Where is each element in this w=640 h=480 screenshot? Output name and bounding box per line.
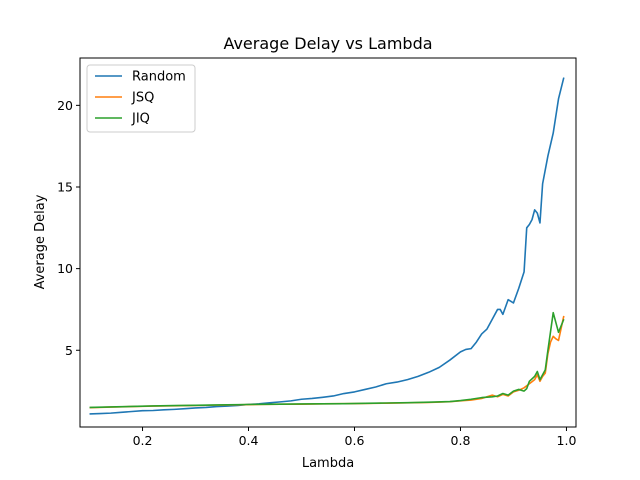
x-tick-label: 0.4 xyxy=(239,433,259,448)
x-tick-label: 0.6 xyxy=(345,433,365,448)
plot-frame xyxy=(79,57,577,428)
x-axis-title: Lambda xyxy=(302,456,354,471)
legend-box xyxy=(86,64,196,133)
legend-label-jsq: JSQ xyxy=(131,91,154,106)
plot-area xyxy=(89,77,565,415)
y-tick-label: 20 xyxy=(57,98,73,113)
legend: Random JSQ JIQ xyxy=(86,64,196,133)
y-axis-title: Average Delay xyxy=(33,194,48,289)
legend-label-jiq: JIQ xyxy=(131,112,150,127)
y-axis: 5 10 15 20 xyxy=(57,98,80,358)
legend-label-random: Random xyxy=(132,70,186,85)
x-tick-label: 1.0 xyxy=(557,433,577,448)
chart-title: Average Delay vs Lambda xyxy=(223,34,432,53)
x-tick-label: 0.2 xyxy=(133,433,153,448)
x-tick-label: 0.8 xyxy=(451,433,471,448)
series-line-random xyxy=(89,77,565,415)
series-line-jiq xyxy=(89,311,565,409)
y-tick-label: 5 xyxy=(65,343,73,358)
y-tick-label: 15 xyxy=(57,179,73,194)
y-tick-label: 10 xyxy=(57,261,73,276)
x-axis: 0.2 0.4 0.6 0.8 1.0 xyxy=(133,427,577,448)
